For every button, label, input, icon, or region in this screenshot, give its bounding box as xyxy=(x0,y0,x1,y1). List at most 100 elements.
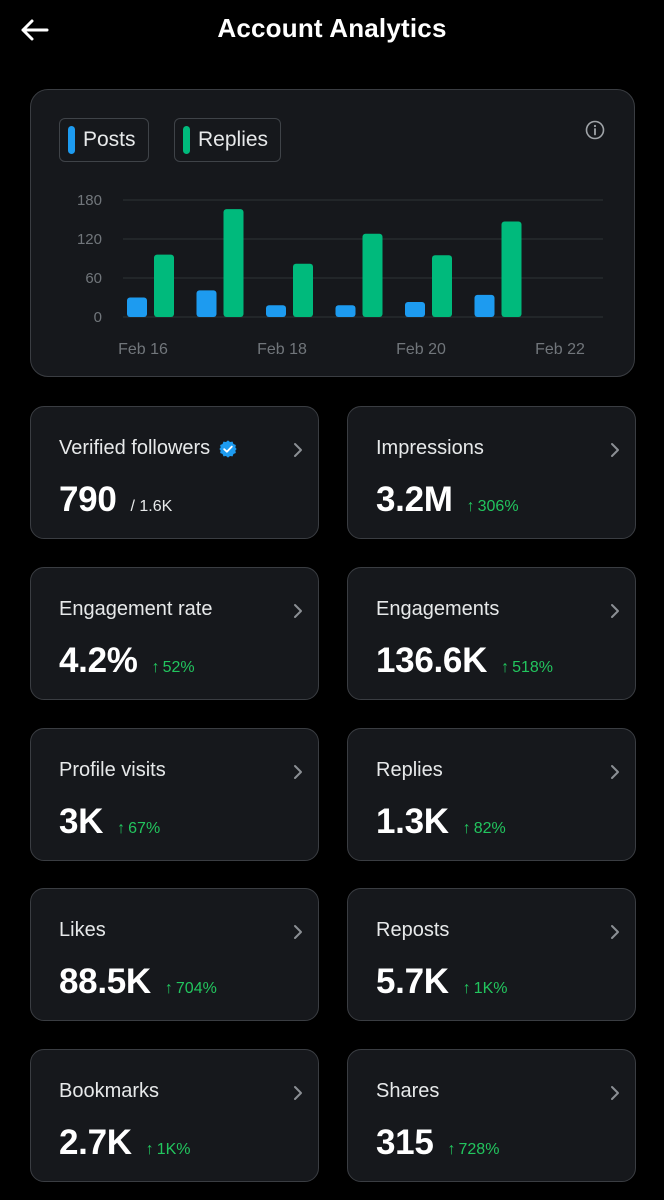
stat-label-text: Profile visits xyxy=(59,759,166,781)
stat-value-row: 3.2M ↑ 306% xyxy=(376,480,519,520)
stat-card-impressions[interactable]: Impressions 3.2M ↑ 306% xyxy=(347,406,636,539)
stat-change: ↑ 306% xyxy=(467,498,519,516)
stat-card-likes[interactable]: Likes 88.5K ↑ 704% xyxy=(30,888,319,1021)
stat-label: Reposts xyxy=(376,919,449,942)
stat-change: ↑ 1K% xyxy=(146,1141,191,1159)
stat-label-text: Shares xyxy=(376,1080,440,1102)
chevron-right-icon xyxy=(611,443,619,457)
stat-change-value: 306% xyxy=(477,498,519,515)
stat-change-value: 52% xyxy=(162,659,195,676)
stat-change-value: 82% xyxy=(473,820,506,837)
stat-card-reposts[interactable]: Reposts 5.7K ↑ 1K% xyxy=(347,888,636,1021)
stat-value-row: 88.5K ↑ 704% xyxy=(59,962,217,1002)
stat-value-row: 3K ↑ 67% xyxy=(59,802,160,842)
stat-change-value: 1K% xyxy=(156,1141,191,1158)
stat-card-verified-followers[interactable]: Verified followers 790 / 1.6K xyxy=(30,406,319,539)
stat-value: 88.5K xyxy=(59,962,151,1001)
stat-change: ↑ 704% xyxy=(165,980,217,998)
x-tick-label: Feb 18 xyxy=(257,341,307,358)
x-tick-label: Feb 22 xyxy=(535,341,585,358)
arrow-up-icon: ↑ xyxy=(151,659,160,676)
bar-posts-feb-21 xyxy=(474,294,495,317)
stat-card-bookmarks[interactable]: Bookmarks 2.7K ↑ 1K% xyxy=(30,1049,319,1182)
bar-posts-feb-19 xyxy=(335,305,356,317)
stat-change-value: 1K% xyxy=(473,980,508,997)
stat-value: 5.7K xyxy=(376,962,449,1001)
stat-change: ↑ 1K% xyxy=(463,980,508,998)
stat-card-profile-visits[interactable]: Profile visits 3K ↑ 67% xyxy=(30,728,319,861)
arrow-up-icon: ↑ xyxy=(447,1141,456,1158)
chevron-right-icon xyxy=(294,443,302,457)
arrow-left-icon xyxy=(21,19,49,41)
bar-posts-feb-17 xyxy=(196,290,217,317)
legend-label: Replies xyxy=(198,128,269,151)
stat-value-row: 5.7K ↑ 1K% xyxy=(376,962,508,1002)
bar-replies-feb-20 xyxy=(432,255,452,317)
stat-change-value: 704% xyxy=(175,980,217,997)
stat-value: 2.7K xyxy=(59,1123,132,1162)
chevron-right-icon xyxy=(294,1086,302,1100)
stat-change-value: 67% xyxy=(128,820,161,837)
arrow-up-icon: ↑ xyxy=(462,980,471,997)
verified-badge-icon xyxy=(219,439,237,458)
stat-sub: / 1.6K xyxy=(130,498,173,515)
stat-change: ↑ 52% xyxy=(152,659,195,677)
stat-change: ↑ 518% xyxy=(501,659,553,677)
stat-value-row: 2.7K ↑ 1K% xyxy=(59,1123,191,1163)
stat-label-text: Reposts xyxy=(376,919,450,941)
chevron-right-icon xyxy=(294,925,302,939)
y-tick-label: 60 xyxy=(85,270,102,287)
stat-value-row: 315 ↑ 728% xyxy=(376,1123,499,1163)
stat-label: Profile visits xyxy=(59,759,166,782)
stat-label: Impressions xyxy=(376,437,484,460)
stat-card-shares[interactable]: Shares 315 ↑ 728% xyxy=(347,1049,636,1182)
chevron-right-icon xyxy=(611,765,619,779)
x-tick-label: Feb 16 xyxy=(118,341,168,358)
chevron-right-icon xyxy=(611,604,619,618)
bar-replies-feb-18 xyxy=(293,263,313,317)
stat-change: ↑ 67% xyxy=(117,820,160,838)
replies-swatch xyxy=(183,126,190,154)
bar-replies-feb-19 xyxy=(362,233,383,317)
chevron-right-icon xyxy=(611,925,619,939)
stat-value: 136.6K xyxy=(376,641,488,680)
stat-change-value: 518% xyxy=(512,659,553,676)
stat-value: 790 xyxy=(59,480,117,519)
bar-posts-feb-18 xyxy=(266,305,286,317)
stat-card-replies[interactable]: Replies 1.3K ↑ 82% xyxy=(347,728,636,861)
stat-value: 4.2% xyxy=(59,641,138,680)
header: Account Analytics xyxy=(0,0,664,60)
stat-value-row: 136.6K ↑ 518% xyxy=(376,641,553,681)
arrow-up-icon: ↑ xyxy=(164,980,173,997)
back-button[interactable] xyxy=(14,12,54,48)
stat-value: 1.3K xyxy=(376,802,449,841)
legend-replies[interactable]: Replies xyxy=(174,118,282,162)
stat-label-text: Likes xyxy=(59,919,106,941)
chevron-right-icon xyxy=(611,1086,619,1100)
chevron-right-icon xyxy=(294,604,302,618)
posts-swatch xyxy=(68,126,75,154)
stat-card-engagement-rate[interactable]: Engagement rate 4.2% ↑ 52% xyxy=(30,567,319,700)
stat-label: Engagements xyxy=(376,598,499,621)
page-title: Account Analytics xyxy=(217,13,447,43)
bar-chart: 180 120 60 0 Feb 16 Feb 18 Feb 20 Feb 22 xyxy=(77,192,603,358)
arrow-up-icon: ↑ xyxy=(501,659,510,676)
arrow-up-icon: ↑ xyxy=(466,498,475,515)
y-tick-label: 0 xyxy=(94,309,102,326)
bar-replies-feb-17 xyxy=(223,209,244,317)
stat-card-engagements[interactable]: Engagements 136.6K ↑ 518% xyxy=(347,567,636,700)
y-tick-label: 180 xyxy=(77,192,102,209)
arrow-up-icon: ↑ xyxy=(145,1141,154,1158)
stat-value-row: 1.3K ↑ 82% xyxy=(376,802,506,842)
stat-value: 315 xyxy=(376,1123,434,1162)
arrow-up-icon: ↑ xyxy=(117,820,126,837)
chart-card: Posts Replies 180 120 60 0 Feb 16 Feb 18 Feb 2… xyxy=(30,89,635,377)
stat-change: ↑ 82% xyxy=(463,820,506,838)
bar-posts-feb-16 xyxy=(127,297,147,317)
legend-posts[interactable]: Posts xyxy=(59,118,149,162)
stat-label: Verified followers xyxy=(59,437,238,460)
legend-label: Posts xyxy=(83,128,136,151)
info-icon[interactable] xyxy=(584,119,606,141)
stat-label-text: Verified followers xyxy=(59,437,211,459)
stat-label: Replies xyxy=(376,759,443,782)
